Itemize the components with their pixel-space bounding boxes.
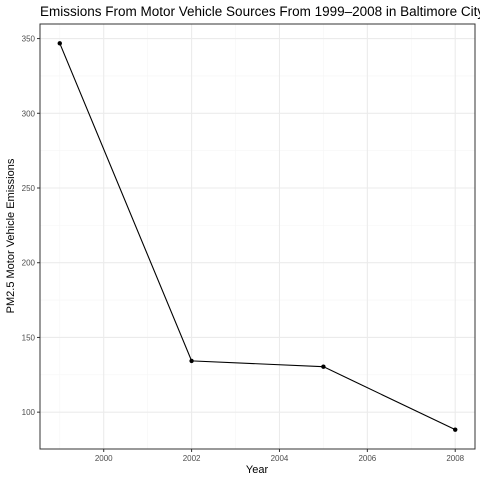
- grid-minor: [40, 24, 475, 449]
- series-line-0: [59, 43, 456, 431]
- data-point-2005: [321, 364, 326, 369]
- y-tick-label-300: 300: [22, 109, 36, 118]
- series-layer: [59, 43, 456, 431]
- chart-title: Emissions From Motor Vehicle Sources Fro…: [40, 4, 480, 19]
- panel-border: [39, 23, 476, 450]
- y-tick-label-150: 150: [22, 333, 36, 342]
- y-axis-ticks: 100 150 200 250 300 350: [22, 35, 40, 417]
- data-point-2002: [189, 358, 194, 364]
- x-tick-label-2008: 2008: [446, 454, 464, 463]
- x-tick-label-2000: 2000: [95, 454, 113, 463]
- points-layer: [57, 41, 458, 432]
- grid-major: [40, 24, 475, 449]
- x-tick-label-2002: 2002: [183, 454, 201, 463]
- x-tick-label-2004: 2004: [271, 454, 289, 463]
- y-tick-label-100: 100: [22, 408, 36, 417]
- data-point-2008: [453, 427, 458, 432]
- x-axis-title: Year: [246, 464, 269, 476]
- y-tick-label-200: 200: [22, 259, 36, 268]
- y-tick-label-250: 250: [22, 184, 36, 193]
- x-tick-label-2006: 2006: [358, 454, 376, 463]
- y-axis-title: PM2.5 Motor Vehicle Emissions: [5, 158, 17, 313]
- x-axis-ticks: 2000 2002 2004 2006 2008: [95, 449, 465, 463]
- data-point-1999: [57, 41, 62, 46]
- y-tick-label-350: 350: [22, 35, 36, 44]
